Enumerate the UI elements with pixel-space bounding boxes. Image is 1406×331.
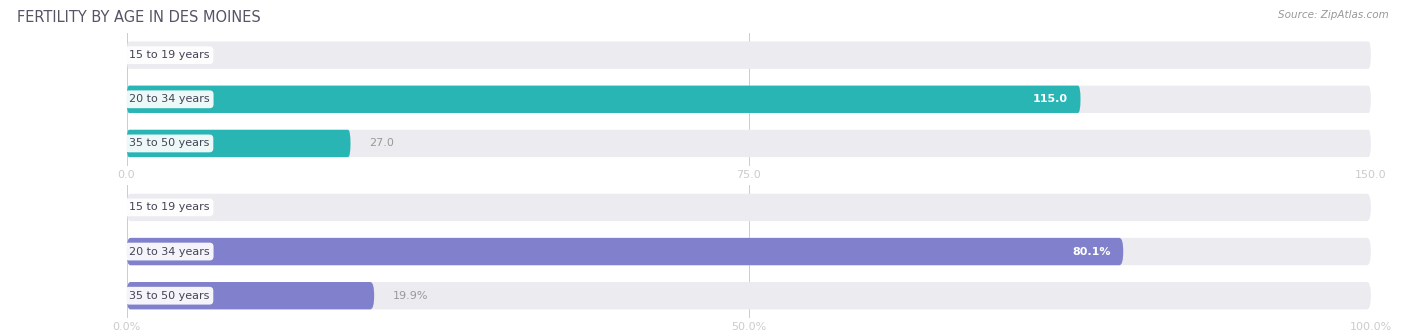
Text: 35 to 50 years: 35 to 50 years xyxy=(129,291,209,301)
FancyBboxPatch shape xyxy=(127,282,374,309)
Text: 0.0: 0.0 xyxy=(145,50,163,60)
Text: Source: ZipAtlas.com: Source: ZipAtlas.com xyxy=(1278,10,1389,20)
Text: 27.0: 27.0 xyxy=(370,138,394,148)
Text: 19.9%: 19.9% xyxy=(392,291,429,301)
Text: 20 to 34 years: 20 to 34 years xyxy=(129,247,209,257)
Text: FERTILITY BY AGE IN DES MOINES: FERTILITY BY AGE IN DES MOINES xyxy=(17,10,260,25)
Text: 80.1%: 80.1% xyxy=(1073,247,1111,257)
FancyBboxPatch shape xyxy=(127,282,1371,309)
FancyBboxPatch shape xyxy=(127,41,1371,69)
FancyBboxPatch shape xyxy=(127,194,1371,221)
Text: 115.0: 115.0 xyxy=(1033,94,1069,104)
Text: 35 to 50 years: 35 to 50 years xyxy=(129,138,209,148)
Text: 15 to 19 years: 15 to 19 years xyxy=(129,203,209,213)
Text: 0.0%: 0.0% xyxy=(145,203,173,213)
FancyBboxPatch shape xyxy=(127,86,1371,113)
FancyBboxPatch shape xyxy=(127,238,1371,265)
FancyBboxPatch shape xyxy=(127,238,1123,265)
Text: 15 to 19 years: 15 to 19 years xyxy=(129,50,209,60)
Text: 20 to 34 years: 20 to 34 years xyxy=(129,94,209,104)
FancyBboxPatch shape xyxy=(127,130,350,157)
FancyBboxPatch shape xyxy=(127,130,1371,157)
FancyBboxPatch shape xyxy=(127,86,1081,113)
